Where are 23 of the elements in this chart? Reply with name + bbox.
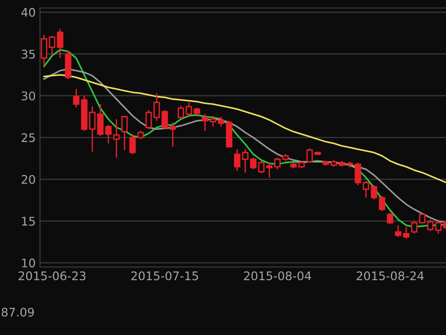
y-tick-label: 40 [21, 8, 36, 17]
candlestick [386, 212, 394, 226]
candlestick [40, 34, 48, 68]
x-tick-label: 2015-06-23 [18, 271, 86, 280]
y-tick-label: 30 [22, 91, 36, 100]
text: 87.09 [2, 308, 34, 317]
x-tick-label: 2015-08-24 [356, 271, 424, 280]
candlestick [362, 180, 370, 198]
y-tick-label: 25 [22, 133, 35, 142]
line-series [43, 74, 446, 184]
candlestick [210, 115, 216, 128]
candlestick [370, 184, 378, 200]
x-tick-label: 2015-08-04 [244, 271, 312, 280]
candlestick [121, 115, 128, 151]
x-tick-label: 2015-07-15 [131, 271, 198, 280]
y-tick-label: 15 [22, 216, 35, 226]
y-tick-label: 20 [22, 174, 36, 184]
candlestick [202, 113, 208, 132]
y-tick-label: 35 [22, 50, 35, 59]
candlestick [64, 50, 72, 80]
y-tick-label: 10 [22, 258, 36, 268]
candlestick [113, 118, 120, 158]
candlestick [378, 195, 386, 212]
